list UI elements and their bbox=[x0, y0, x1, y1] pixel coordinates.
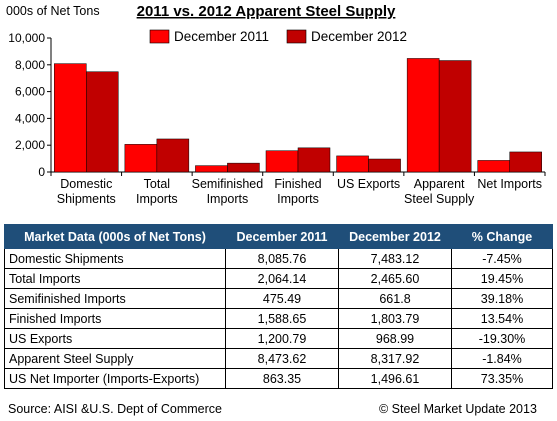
legend-swatch-2 bbox=[286, 29, 307, 44]
table-row: US Net Importer (Imports-Exports) 863.35 1… bbox=[4, 368, 553, 389]
row-label: Apparent Steel Supply bbox=[4, 348, 226, 369]
x-tick-label: Imports bbox=[277, 192, 319, 206]
table-row: Semifinished Imports 475.49 661.8 39.18% bbox=[4, 288, 553, 309]
y-tick-label: 10,000 bbox=[8, 31, 45, 45]
legend-label-1: December 2011 bbox=[174, 29, 269, 44]
value-cell: 8,317.92 bbox=[338, 348, 452, 369]
value-cell: 2,465.60 bbox=[338, 268, 452, 289]
market-data-table-container: Market Data (000s of Net Tons) December … bbox=[4, 224, 553, 389]
x-tick-label: Domestic bbox=[60, 177, 112, 191]
row-label: Finished Imports bbox=[4, 308, 226, 329]
bar-1 bbox=[124, 144, 158, 173]
header-percent-change: % Change bbox=[451, 224, 553, 249]
percent-change-cell: 19.45% bbox=[451, 268, 553, 289]
value-cell: 968.99 bbox=[338, 328, 452, 349]
percent-change-cell: 39.18% bbox=[451, 288, 553, 309]
x-tick-label: Shipments bbox=[57, 192, 116, 206]
value-cell: 1,496.61 bbox=[338, 368, 452, 389]
bar-chart: 000s of Net Tons 2011 vs. 2012 Apparent S… bbox=[6, 3, 546, 206]
x-tick-label: Total bbox=[144, 177, 170, 191]
bar-1 bbox=[477, 160, 510, 173]
x-tick-label: Semifinished bbox=[192, 177, 264, 191]
bar-1 bbox=[336, 155, 369, 173]
table-header-row: Market Data (000s of Net Tons) December … bbox=[4, 224, 553, 249]
value-cell: 2,064.14 bbox=[225, 268, 339, 289]
row-label: Semifinished Imports bbox=[4, 288, 226, 309]
header-december-2012: December 2012 bbox=[338, 224, 452, 249]
bar-2 bbox=[368, 158, 401, 173]
value-cell: 475.49 bbox=[225, 288, 339, 309]
bar-1 bbox=[406, 58, 440, 173]
row-label: US Exports bbox=[4, 328, 226, 349]
y-tick-label: 8,000 bbox=[15, 58, 45, 72]
bar-2 bbox=[509, 151, 542, 173]
value-cell: 8,085.76 bbox=[225, 248, 339, 269]
x-tick-label: Net Imports bbox=[477, 177, 542, 191]
legend-label-2: December 2012 bbox=[311, 29, 407, 44]
y-tick-label: 4,000 bbox=[15, 111, 45, 125]
value-cell: 1,803.79 bbox=[338, 308, 452, 329]
percent-change-cell: 73.35% bbox=[451, 368, 553, 389]
bar-2 bbox=[86, 71, 119, 173]
source-note: Source: AISI &U.S. Dept of Commerce bbox=[8, 402, 222, 416]
table-row: Domestic Shipments 8,085.76 7,483.12 -7.45% bbox=[4, 248, 553, 269]
value-cell: 1,200.79 bbox=[225, 328, 339, 349]
y-tick-label: 0 bbox=[38, 165, 45, 179]
y-axis-label: 000s of Net Tons bbox=[6, 4, 100, 18]
y-tick-label: 2,000 bbox=[15, 138, 45, 152]
chart-title: 2011 vs. 2012 Apparent Steel Supply bbox=[137, 3, 396, 20]
x-tick-label: Imports bbox=[136, 192, 178, 206]
table-row: Apparent Steel Supply 8,473.62 8,317.92 -1.… bbox=[4, 348, 553, 369]
row-label: Total Imports bbox=[4, 268, 226, 289]
y-tick-label: 6,000 bbox=[15, 85, 45, 99]
header-december-2011: December 2011 bbox=[225, 224, 339, 249]
bar-2 bbox=[227, 162, 260, 173]
value-cell: 863.35 bbox=[225, 368, 339, 389]
bar-1 bbox=[265, 150, 299, 173]
bar-1 bbox=[54, 63, 87, 173]
value-cell: 661.8 bbox=[338, 288, 452, 309]
value-cell: 1,588.65 bbox=[225, 308, 339, 329]
bar-2 bbox=[438, 60, 472, 173]
value-cell: 7,483.12 bbox=[338, 248, 452, 269]
bar-2 bbox=[156, 138, 190, 173]
header-market-data: Market Data (000s of Net Tons) bbox=[4, 224, 226, 249]
copyright-note: © Steel Market Update 2013 bbox=[379, 402, 537, 416]
x-tick-label: Imports bbox=[207, 192, 249, 206]
bar-1 bbox=[195, 165, 228, 173]
percent-change-cell: -19.30% bbox=[451, 328, 553, 349]
percent-change-cell: -7.45% bbox=[451, 248, 553, 269]
table-row: Total Imports 2,064.14 2,465.60 19.45% bbox=[4, 268, 553, 289]
x-tick-label: Steel Supply bbox=[404, 192, 475, 206]
legend-swatch-1 bbox=[149, 29, 170, 44]
x-tick-label: Finished bbox=[274, 177, 321, 191]
table-row: US Exports 1,200.79 968.99 -19.30% bbox=[4, 328, 553, 349]
percent-change-cell: 13.54% bbox=[451, 308, 553, 329]
row-label: Domestic Shipments bbox=[4, 248, 226, 269]
row-label: US Net Importer (Imports-Exports) bbox=[4, 368, 226, 389]
table-row: Finished Imports 1,588.65 1,803.79 13.54% bbox=[4, 308, 553, 329]
percent-change-cell: -1.84% bbox=[451, 348, 553, 369]
x-tick-label: US Exports bbox=[337, 177, 400, 191]
market-data-table: Market Data (000s of Net Tons) December … bbox=[4, 224, 553, 389]
value-cell: 8,473.62 bbox=[225, 348, 339, 369]
bar-2 bbox=[297, 147, 331, 173]
x-tick-label: Apparent bbox=[414, 177, 465, 191]
